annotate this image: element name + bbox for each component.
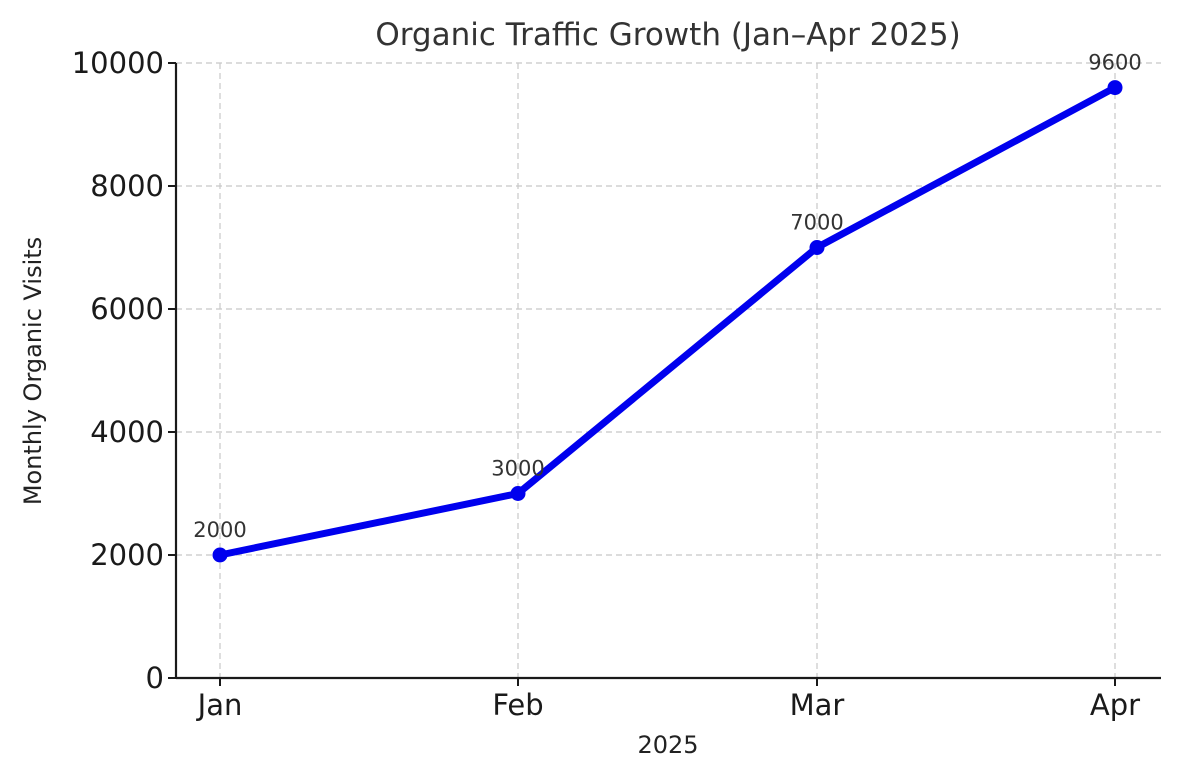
y-tick-label: 2000	[90, 538, 164, 572]
data-point-marker	[510, 486, 526, 501]
x-tick-label: Jan	[196, 688, 243, 722]
grid	[176, 62, 1161, 678]
x-tick-label: Apr	[1090, 688, 1140, 722]
data-point-marker	[1107, 80, 1123, 96]
data-labels: 2000 3000 7000 9600	[193, 51, 1141, 542]
y-tick-label: 8000	[90, 169, 164, 203]
y-tick-label: 0	[146, 661, 164, 695]
data-point-label: 7000	[790, 211, 843, 235]
data-point-label: 9600	[1088, 51, 1141, 75]
y-axis-label: Monthly Organic Visits	[19, 237, 47, 505]
ticks: 0 2000 4000 6000 8000 10000 Jan Feb Mar Apr	[72, 46, 1140, 722]
data-point-marker	[809, 240, 825, 255]
data-point-marker	[212, 547, 228, 563]
x-tick-label: Mar	[790, 688, 845, 722]
data-point-label: 2000	[193, 518, 246, 542]
series-line	[216, 84, 1119, 559]
axes	[174, 63, 1161, 680]
series	[212, 80, 1123, 563]
data-point-label: 3000	[491, 457, 544, 481]
x-tick-label: Feb	[492, 688, 543, 722]
y-tick-label: 4000	[90, 415, 164, 449]
chart-title: Organic Traffic Growth (Jan–Apr 2025)	[375, 17, 960, 53]
x-axis-label: 2025	[637, 731, 698, 759]
y-tick-label: 6000	[90, 292, 164, 326]
y-tick-label: 10000	[72, 46, 164, 80]
